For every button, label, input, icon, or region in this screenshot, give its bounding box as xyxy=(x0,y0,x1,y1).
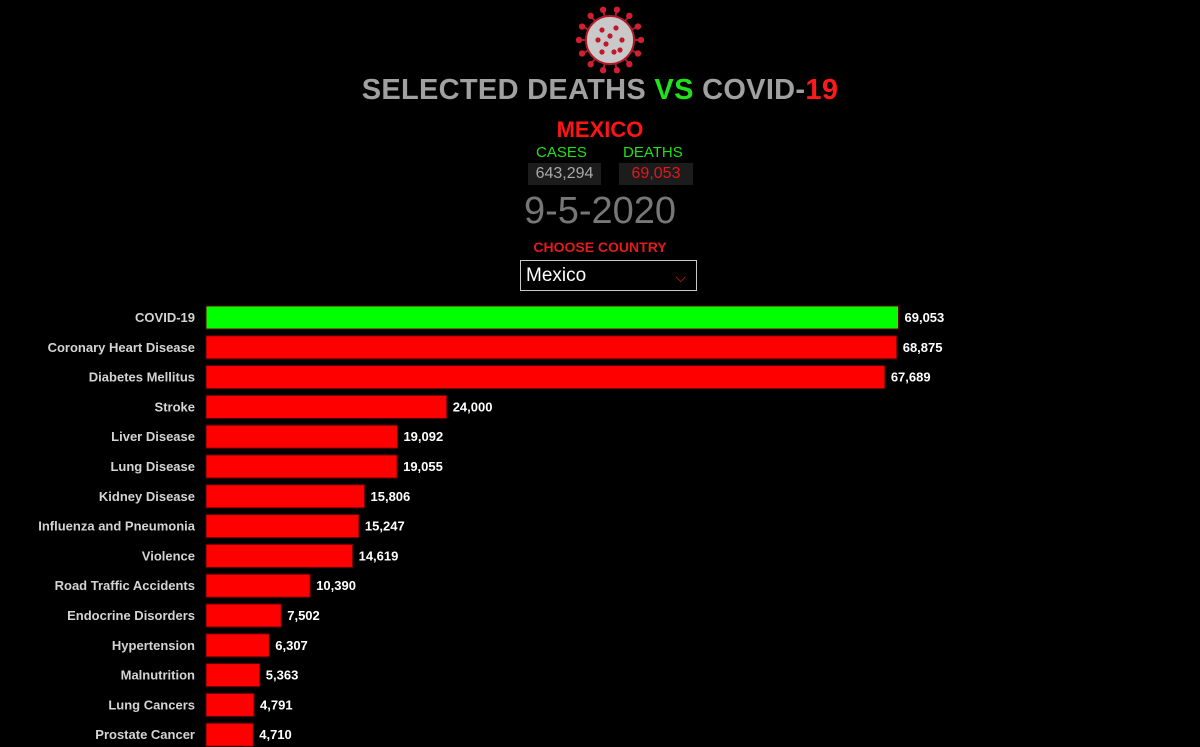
bar[interactable] xyxy=(205,633,270,658)
bar[interactable] xyxy=(205,424,398,449)
country-name: MEXICO xyxy=(556,117,644,142)
value-label: 5,363 xyxy=(266,668,299,683)
country-select[interactable]: Mexico ⌵ xyxy=(520,260,697,291)
category-label: Lung Cancers xyxy=(108,697,195,712)
value-label: 6,307 xyxy=(275,638,308,653)
chevron-down-icon: ⌵ xyxy=(675,269,686,285)
coronavirus-icon xyxy=(576,6,644,74)
value-label: 4,791 xyxy=(260,697,293,712)
value-label: 19,092 xyxy=(403,429,443,444)
value-label: 15,247 xyxy=(365,519,405,534)
deaths-value: 69,053 xyxy=(619,163,693,185)
category-label: Kidney Disease xyxy=(99,489,195,504)
deaths-label: DEATHS xyxy=(623,144,683,161)
value-label: 69,053 xyxy=(905,310,945,325)
category-label: Lung Disease xyxy=(110,459,195,474)
category-label: Hypertension xyxy=(112,638,195,653)
bar[interactable] xyxy=(205,305,900,330)
category-label: Coronary Heart Disease xyxy=(48,340,195,355)
value-label: 68,875 xyxy=(903,340,943,355)
bar[interactable] xyxy=(205,454,398,479)
value-label: 10,390 xyxy=(316,578,356,593)
category-label: Diabetes Mellitus xyxy=(89,370,195,385)
bar[interactable] xyxy=(205,722,254,747)
bar[interactable] xyxy=(205,514,360,539)
title-covid: COVID- xyxy=(693,74,806,106)
bar[interactable] xyxy=(205,692,255,717)
deaths-bar-chart: COVID-19 69,053 Coronary Heart Disease 68,8… xyxy=(38,305,945,747)
value-label: 24,000 xyxy=(453,399,493,414)
value-label: 67,689 xyxy=(891,370,931,385)
value-label: 14,619 xyxy=(359,548,399,563)
bar[interactable] xyxy=(205,484,366,509)
category-label: Violence xyxy=(142,548,195,563)
value-label: 15,806 xyxy=(371,489,411,504)
category-label: Liver Disease xyxy=(111,429,195,444)
category-label: COVID-19 xyxy=(135,310,195,325)
country-select-value: Mexico xyxy=(526,265,587,286)
cases-label: CASES xyxy=(536,144,587,161)
category-label: Influenza and Pneumonia xyxy=(38,519,196,534)
value-label: 19,055 xyxy=(403,459,443,474)
title-text: SELECTED DEATHS xyxy=(361,74,655,106)
bar[interactable] xyxy=(205,573,311,598)
value-label: 4,710 xyxy=(259,727,292,742)
category-label: Endocrine Disorders xyxy=(67,608,195,623)
bar[interactable] xyxy=(205,365,886,390)
title-19: 19 xyxy=(805,74,839,106)
bar[interactable] xyxy=(205,543,354,568)
category-label: Prostate Cancer xyxy=(95,727,195,742)
bar[interactable] xyxy=(205,335,898,360)
bar[interactable] xyxy=(205,394,448,419)
bar[interactable] xyxy=(205,603,282,628)
category-label: Malnutrition xyxy=(121,668,195,683)
page-title: SELECTED DEATHS VS COVID-19 xyxy=(0,74,1200,107)
date-display: 9-5-2020 xyxy=(523,190,677,232)
title-vs: VS xyxy=(654,74,694,106)
cases-value: 643,294 xyxy=(528,163,601,185)
choose-country-label: CHOOSE COUNTRY xyxy=(533,239,667,255)
value-label: 7,502 xyxy=(287,608,320,623)
category-label: Stroke xyxy=(155,399,195,414)
bar[interactable] xyxy=(205,663,261,688)
category-label: Road Traffic Accidents xyxy=(55,578,195,593)
